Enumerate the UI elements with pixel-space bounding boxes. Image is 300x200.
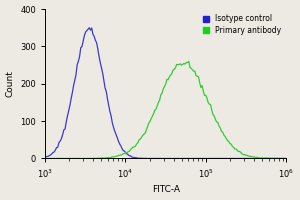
Legend: Isotype control, Primary antibody: Isotype control, Primary antibody [201, 13, 283, 36]
Y-axis label: Count: Count [6, 70, 15, 97]
X-axis label: FITC-A: FITC-A [152, 185, 180, 194]
